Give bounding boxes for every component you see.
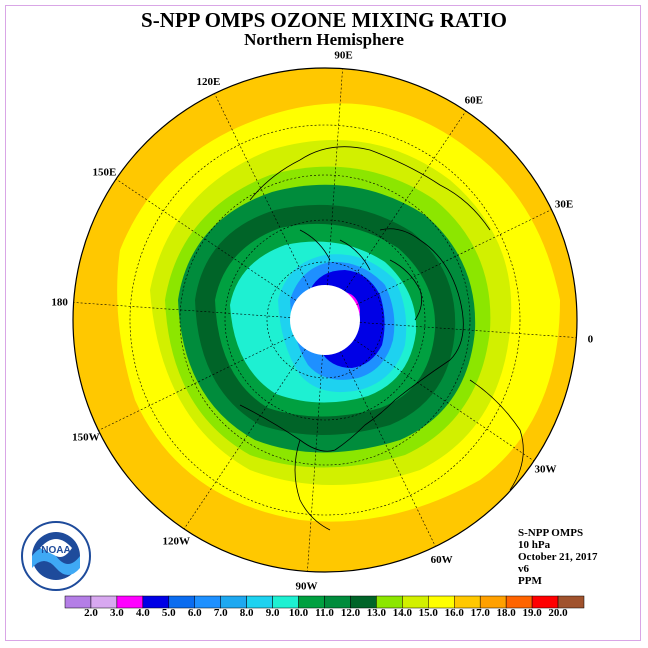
meridian-line (73, 302, 291, 318)
colorbar-label: 13.0 (366, 607, 387, 619)
graticule (129, 124, 521, 516)
longitude-label: 60W (431, 554, 453, 566)
noaa-logo-text: NOAA (41, 545, 70, 556)
colorbar-label: 8.0 (239, 607, 254, 619)
meridian-line (98, 335, 294, 431)
info-level: 10 hPa (518, 539, 551, 551)
info-version: v6 (518, 563, 529, 575)
meridians (73, 68, 577, 572)
colorbar-label: 17.0 (470, 607, 490, 619)
colorbar-label: 14.0 (392, 607, 412, 619)
meridian-line (327, 68, 343, 286)
meridian-line (356, 209, 552, 305)
longitude-label: 90W (295, 580, 317, 592)
colorbar-label: 15.0 (418, 607, 438, 619)
ozone-field (73, 68, 577, 572)
colorbar-label: 10.0 (288, 607, 309, 619)
longitude-label: 150W (72, 432, 100, 444)
colorbar-label: 2.0 (84, 607, 98, 619)
meridian-line (214, 93, 310, 289)
colorbar-label: 18.0 (496, 607, 516, 619)
longitude-label: 150E (93, 166, 117, 178)
noaa-logo: NOAA (20, 520, 92, 592)
figure-frame (5, 5, 641, 641)
meridian-line (307, 354, 323, 572)
meridian-line (115, 178, 297, 301)
longitude-label: 60E (465, 94, 483, 106)
map-subtitle: Northern Hemisphere (244, 30, 404, 49)
coastlines (239, 146, 524, 531)
longitude-label: 30E (555, 198, 573, 210)
colorbar-label: 11.0 (315, 607, 334, 619)
colorbar-label: 12.0 (340, 607, 361, 619)
meridian-line (340, 351, 436, 547)
colorbar-label: 7.0 (213, 607, 228, 619)
info-units: PPM (518, 575, 542, 587)
longitude-label: 180 (51, 296, 68, 308)
map-boundary (72, 67, 578, 573)
longitude-label: 120E (196, 76, 220, 88)
meridian-line (359, 322, 577, 338)
colorbar-label: 6.0 (187, 607, 202, 619)
colorbar-label: 3.0 (110, 607, 124, 619)
colorbar (64, 595, 585, 609)
longitude-labels: 90E 60E 30E 0 30W 60W 90W 120W 150W 180 150E 120E (51, 50, 593, 593)
meridian-line (353, 339, 535, 462)
longitude-label: 30W (535, 464, 557, 476)
colorbar-label: 5.0 (161, 607, 176, 619)
longitude-label: 120W (163, 536, 191, 548)
meridian-line (183, 348, 306, 530)
info-instrument: S-NPP OMPS (518, 527, 584, 539)
colorbar-label: 9.0 (265, 607, 280, 619)
colorbar-label: 20.0 (548, 607, 568, 619)
colorbar-swatch (557, 595, 585, 609)
longitude-label: 0 (588, 334, 594, 346)
map-title: S-NPP OMPS OZONE MIXING RATIO (141, 8, 507, 32)
colorbar-label: 19.0 (522, 607, 542, 619)
longitude-label: 90E (334, 50, 352, 62)
colorbar-label: 4.0 (135, 607, 150, 619)
info-date: October 21, 2017 (518, 551, 598, 563)
colorbar-label: 16.0 (444, 607, 464, 619)
